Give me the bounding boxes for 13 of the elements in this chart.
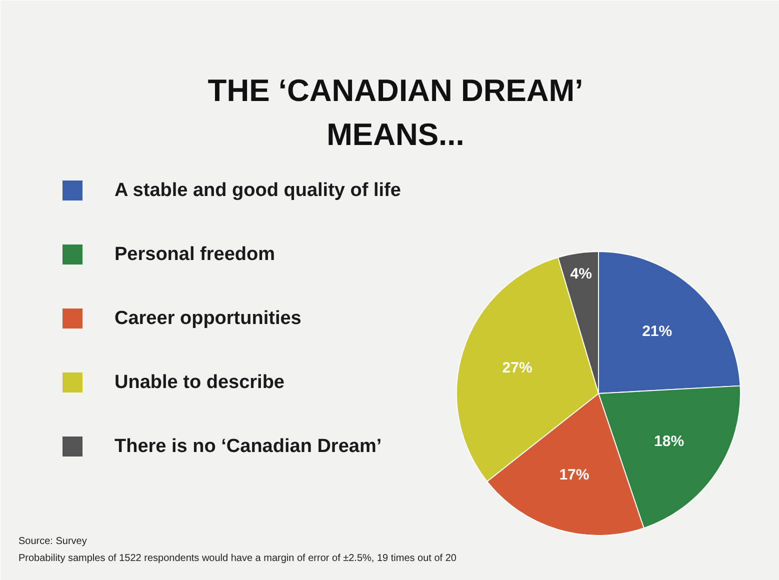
legend-label: Unable to describe	[114, 372, 284, 393]
source-note: Source: Survey	[18, 536, 87, 547]
chart-title: THE ‘CANADIAN DREAM’ MEANS...	[208, 73, 584, 152]
legend-label: Career opportunities	[114, 308, 302, 329]
data-label: 17%	[559, 466, 590, 484]
data-label: 4%	[570, 266, 592, 283]
text: Probability samples of 1522 respondents would have a margin of error of ±2.5%, 19 times out of 20	[18, 553, 457, 564]
data-label: 27%	[502, 359, 532, 376]
data-label: 21%	[642, 323, 672, 340]
data-label: 18%	[654, 432, 684, 450]
legend-label: A stable and good quality of life	[114, 180, 401, 201]
legend-label: Personal freedom	[114, 244, 275, 265]
legend-label: There is no ‘Canadian Dream’	[114, 436, 382, 457]
